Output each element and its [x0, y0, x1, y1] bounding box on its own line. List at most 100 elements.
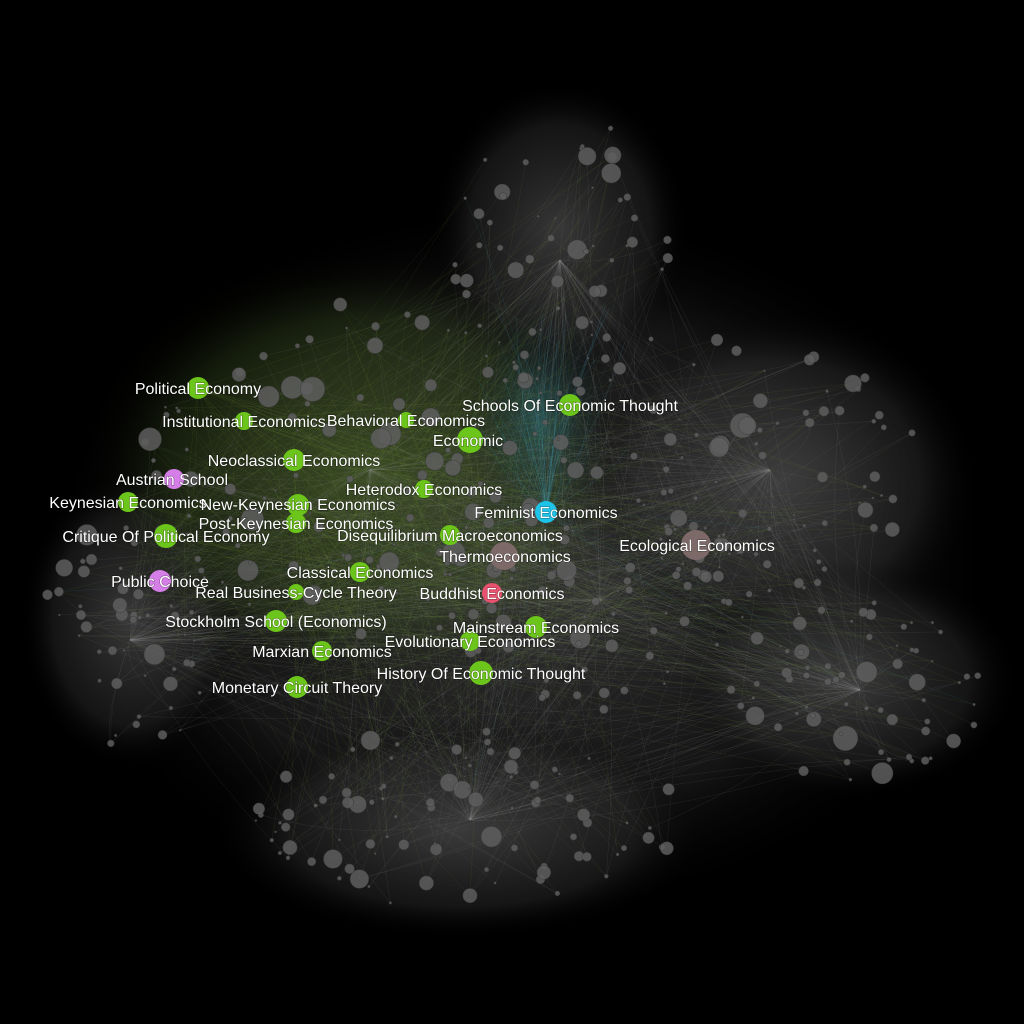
- node-new-keynesian-economics[interactable]: [287, 494, 309, 516]
- graph-node: [436, 624, 443, 632]
- graph-edge: [293, 459, 440, 628]
- node-ecological-economics[interactable]: [681, 530, 711, 560]
- graph-edge: [599, 599, 662, 848]
- node-thermoeconomics[interactable]: [490, 542, 518, 570]
- node-real-business-cycle-theory[interactable]: [288, 584, 304, 600]
- graph-edge: [695, 469, 771, 499]
- graph-edge: [359, 502, 860, 573]
- graph-edge: [568, 398, 771, 471]
- graph-edge: [116, 259, 561, 684]
- graph-node: [583, 510, 587, 513]
- graph-node: [304, 400, 311, 407]
- node-history-of-economic-thought[interactable]: [469, 661, 493, 685]
- node-evolutionary-economics[interactable]: [460, 631, 480, 651]
- graph-node: [130, 539, 139, 547]
- graph-node: [803, 672, 810, 679]
- graph-node: [556, 390, 563, 397]
- graph-node: [385, 835, 389, 839]
- graph-edge: [740, 469, 771, 706]
- graph-node: [444, 459, 461, 477]
- graph-edge: [469, 563, 684, 821]
- graph-node: [832, 676, 840, 684]
- graph-edge: [469, 544, 697, 896]
- graph-node: [717, 565, 721, 569]
- graph-edge: [129, 502, 860, 641]
- node-institutional-economics[interactable]: [235, 412, 253, 430]
- graph-edge: [369, 429, 760, 471]
- graph-edge: [423, 488, 743, 514]
- graph-edge: [79, 469, 371, 636]
- graph-edge: [285, 259, 561, 777]
- node-critique-of-political-economy[interactable]: [154, 524, 178, 548]
- graph-edge: [346, 792, 471, 821]
- graph-edge: [238, 374, 861, 691]
- node-label-schools-of-economic-thought: Schools Of Economic Thought: [462, 398, 678, 415]
- graph-edge: [465, 599, 601, 758]
- node-post-keynesian-economics[interactable]: [286, 513, 306, 533]
- graph-node: [380, 796, 385, 801]
- graph-edge: [295, 522, 847, 705]
- graph-edge: [129, 639, 512, 778]
- graph-edge: [695, 544, 941, 633]
- graph-edge: [295, 438, 382, 524]
- graph-node: [588, 285, 601, 298]
- graph-node: [839, 731, 844, 736]
- graph-edge: [599, 599, 926, 761]
- graph-edge: [676, 469, 771, 576]
- node-buddhist-economics[interactable]: [482, 583, 502, 603]
- graph-node: [694, 432, 700, 438]
- graph-node: [543, 677, 550, 684]
- node-feminist-economics[interactable]: [535, 501, 557, 523]
- graph-node: [753, 680, 761, 688]
- graph-edge: [359, 571, 893, 720]
- node-neoclassical-economics[interactable]: [283, 449, 305, 471]
- graph-edge: [176, 407, 323, 652]
- node-marxian-economics[interactable]: [312, 641, 332, 661]
- graph-node: [392, 542, 396, 547]
- graph-edge: [129, 629, 362, 641]
- node-mainstream-economics[interactable]: [525, 616, 547, 638]
- graph-edge: [369, 469, 454, 553]
- graph-edge: [469, 427, 884, 821]
- graph-edge: [469, 798, 570, 821]
- graph-edge: [293, 459, 462, 540]
- graph-edge: [364, 469, 391, 903]
- graph-edge: [86, 534, 361, 574]
- node-austrian-school[interactable]: [164, 469, 184, 489]
- node-behavioral-economics[interactable]: [398, 412, 414, 428]
- node-classical-economics[interactable]: [350, 562, 370, 582]
- graph-edge: [129, 639, 289, 859]
- graph-node: [123, 525, 129, 531]
- graph-node: [294, 343, 300, 349]
- node-disequilibrium-macroeconomics[interactable]: [440, 525, 460, 545]
- graph-node: [446, 328, 451, 332]
- node-heterodox-economics[interactable]: [415, 480, 433, 498]
- graph-edge: [480, 259, 561, 484]
- graph-node: [921, 726, 931, 736]
- node-monetary-circuit-theory[interactable]: [286, 676, 308, 698]
- graph-node: [345, 326, 349, 330]
- node-economic[interactable]: [457, 427, 483, 453]
- graph-edge: [369, 469, 649, 838]
- graph-edge: [197, 387, 316, 806]
- graph-edge: [535, 406, 547, 513]
- node-keynesian-economics[interactable]: [118, 492, 138, 512]
- graph-node: [313, 521, 325, 533]
- node-public-choice[interactable]: [149, 570, 171, 592]
- graph-node: [735, 545, 745, 555]
- graph-edge: [499, 377, 524, 557]
- node-stockholm-school[interactable]: [265, 610, 287, 632]
- graph-node: [285, 855, 291, 861]
- graph-node: [886, 757, 892, 763]
- graph-edge: [243, 420, 661, 540]
- graph-node: [117, 582, 129, 595]
- graph-edge: [494, 305, 547, 513]
- graph-node: [871, 600, 877, 606]
- graph-edge: [606, 469, 771, 877]
- node-political-economy[interactable]: [187, 377, 209, 399]
- graph-node: [562, 524, 570, 532]
- graph-edge: [469, 156, 613, 642]
- node-schools-of-economic-thought[interactable]: [559, 394, 581, 416]
- graph-node: [778, 695, 781, 698]
- graph-edge: [535, 411, 825, 628]
